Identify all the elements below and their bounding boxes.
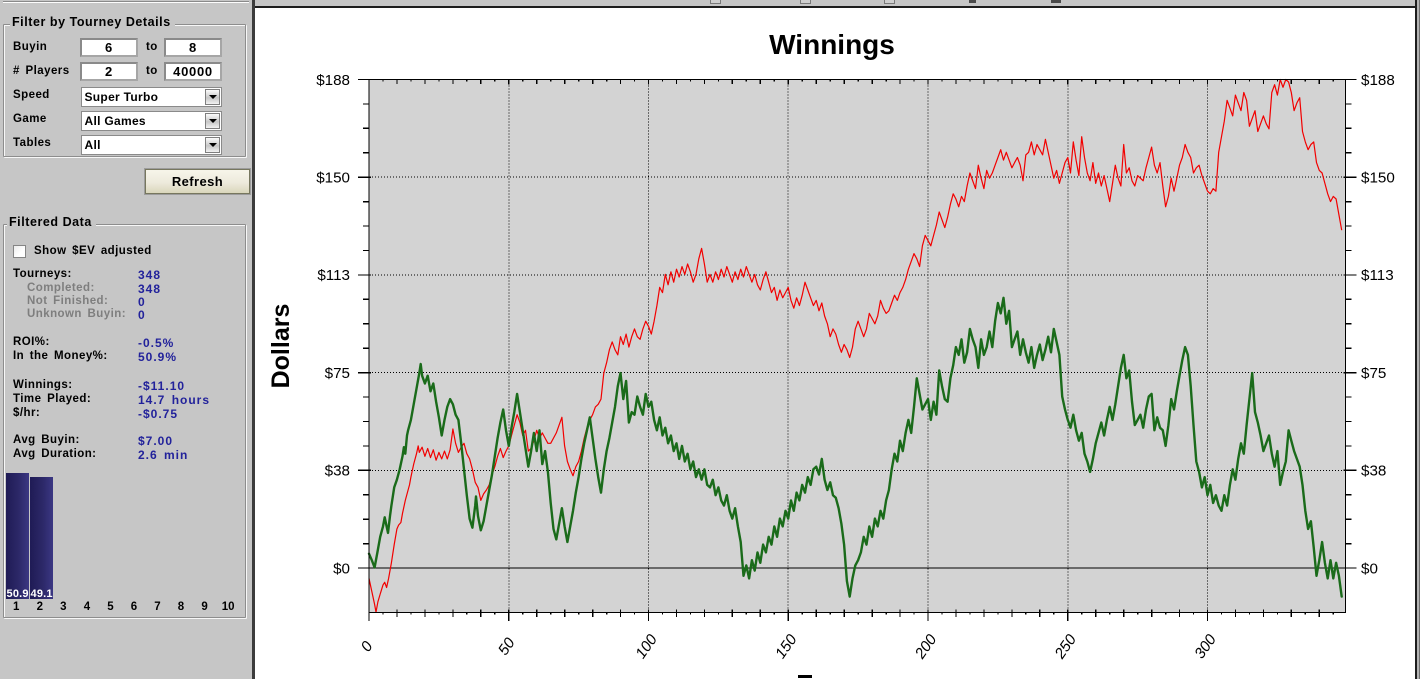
svg-text:$150: $150 (1361, 170, 1395, 187)
svg-text:Dollars: Dollars (267, 304, 295, 389)
svg-text:$38: $38 (325, 463, 350, 480)
svg-text:Winnings: Winnings (769, 29, 895, 60)
svg-text:100: 100 (632, 631, 661, 662)
svg-text:$188: $188 (316, 72, 350, 89)
svg-text:$150: $150 (316, 170, 350, 187)
svg-text:$0: $0 (1361, 560, 1378, 577)
svg-text:$75: $75 (325, 365, 350, 382)
svg-text:$0: $0 (333, 560, 350, 577)
svg-text:200: 200 (911, 631, 940, 663)
svg-text:$75: $75 (1361, 365, 1386, 382)
svg-text:300: 300 (1191, 631, 1220, 662)
svg-text:250: 250 (1051, 631, 1080, 663)
svg-text:0: 0 (358, 638, 377, 655)
svg-text:$188: $188 (1361, 72, 1395, 89)
svg-text:$113: $113 (1361, 267, 1394, 284)
svg-text:$38: $38 (1361, 463, 1386, 480)
svg-text:50: 50 (495, 634, 519, 658)
svg-text:$113: $113 (317, 267, 350, 284)
svg-text:150: 150 (772, 631, 801, 662)
